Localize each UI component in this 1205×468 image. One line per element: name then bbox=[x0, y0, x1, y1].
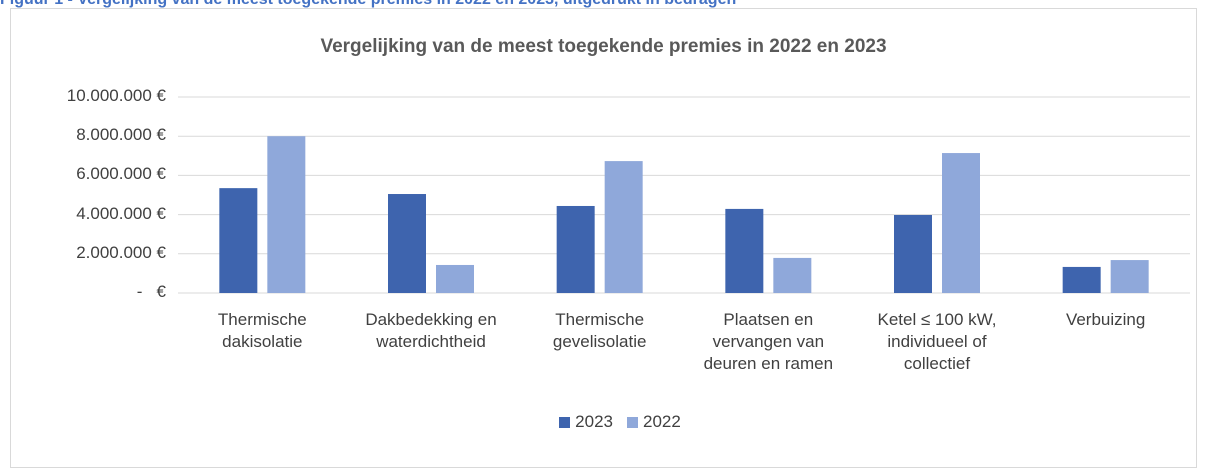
legend: 2023 2022 bbox=[0, 412, 1205, 432]
x-tick-label: Plaatsen en vervangen van deuren en rame… bbox=[703, 310, 834, 373]
bar bbox=[725, 208, 764, 293]
y-tick-label: 10.000.000 € bbox=[66, 86, 166, 105]
bar bbox=[1062, 266, 1101, 293]
x-tick-label: Ketel ≤ 100 kW, individueel of collectie… bbox=[877, 310, 997, 373]
legend-swatch bbox=[559, 416, 571, 428]
chart bbox=[178, 96, 1190, 294]
bar bbox=[267, 136, 306, 293]
chart-title: Vergelijking van de meest toegekende pre… bbox=[320, 36, 887, 57]
legend-label: 2022 bbox=[643, 412, 681, 431]
bar bbox=[604, 161, 643, 293]
x-tick-label: Verbuizing bbox=[1065, 310, 1146, 329]
bar bbox=[942, 153, 980, 293]
bar bbox=[219, 188, 258, 293]
bar bbox=[436, 264, 474, 293]
x-tick-label: Thermische dakisolatie bbox=[217, 310, 307, 351]
legend-swatch bbox=[627, 416, 638, 428]
bar bbox=[1110, 260, 1149, 293]
bar bbox=[773, 257, 812, 293]
y-tick-label: 8.000.000 € bbox=[76, 125, 166, 145]
legend-item: 2023 bbox=[559, 412, 613, 432]
bar bbox=[388, 194, 426, 293]
y-tick-label: 6.000.000 € bbox=[76, 164, 166, 184]
y-tick-label: 2.000.000 € bbox=[76, 242, 166, 262]
bar bbox=[894, 214, 932, 293]
y-tick-label: 4.000.000 € bbox=[76, 203, 166, 223]
x-tick-label: Thermische gevelisolatie bbox=[552, 310, 647, 351]
legend-label: 2023 bbox=[575, 412, 613, 431]
y-tick-label: - € bbox=[136, 282, 166, 301]
x-tick-label: Dakbedekking en waterdichtheid bbox=[365, 310, 497, 351]
legend-item: 2022 bbox=[627, 412, 681, 432]
caption: Figuur 1 - Vergelijking van de meest toe… bbox=[0, 0, 736, 9]
bar bbox=[556, 205, 595, 293]
